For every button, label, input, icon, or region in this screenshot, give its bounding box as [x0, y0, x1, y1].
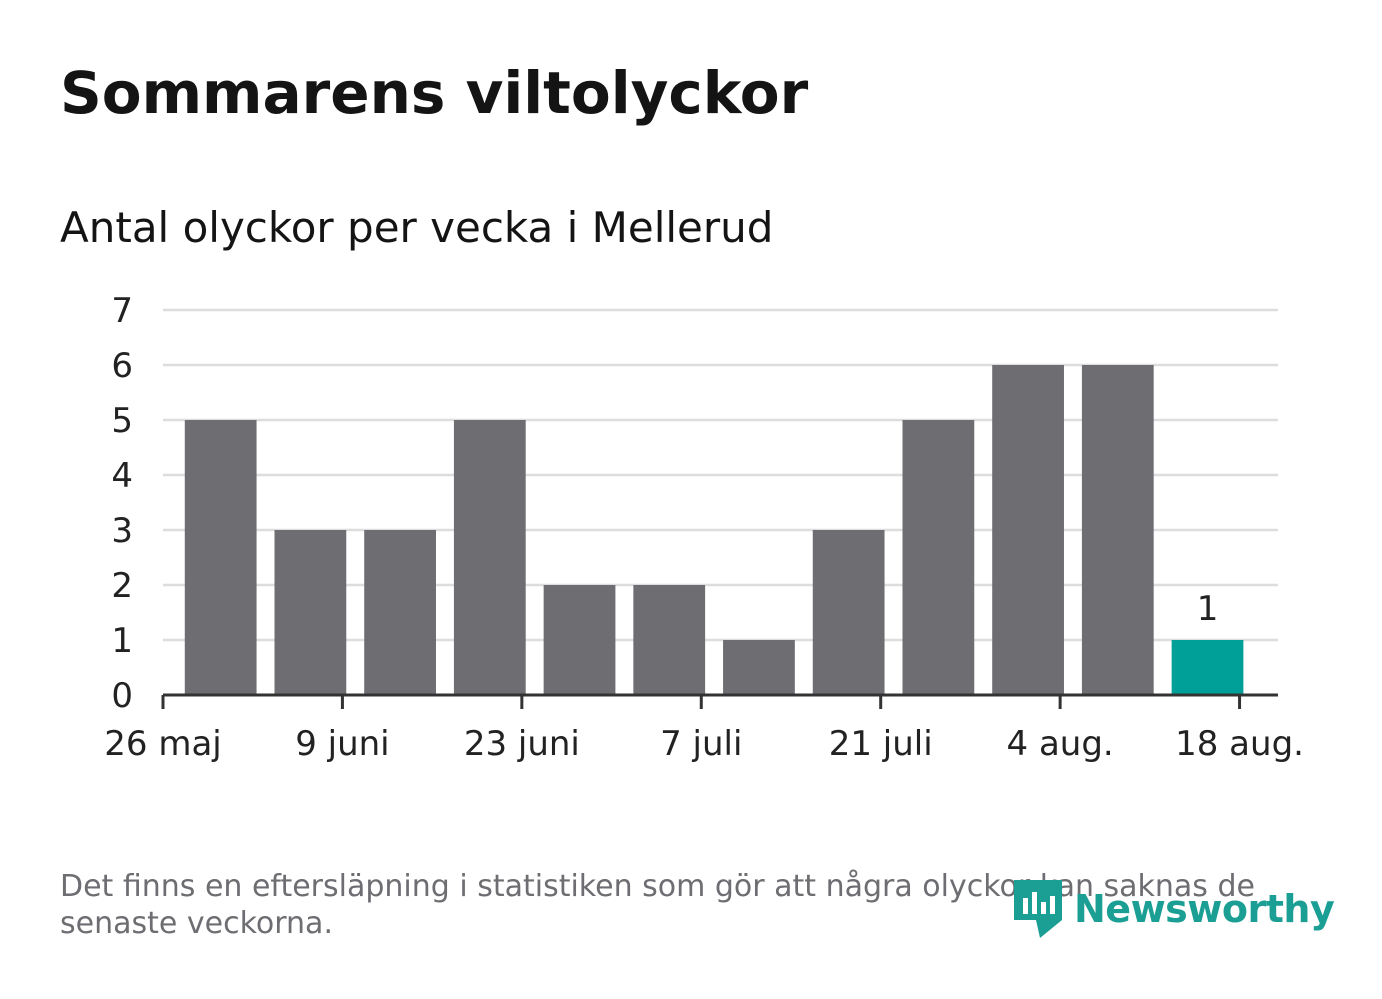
x-tick-label: 4 aug. — [1007, 724, 1114, 764]
bar-chart: 0 1 2 3 4 5 6 7 1 26 maj 9 juni 23 juni 7 juli 21 jul… — [104, 291, 1304, 764]
chart-title: Sommarens viltolyckor — [60, 59, 809, 127]
y-tick-label: 1 — [111, 621, 133, 661]
chart-subtitle: Antal olyckor per vecka i Mellerud — [60, 203, 774, 252]
bar — [812, 530, 885, 695]
x-tick-label: 7 juli — [660, 724, 742, 764]
y-tick-label: 0 — [111, 676, 133, 716]
newsworthy-logo: Newsworthy — [1010, 876, 1335, 942]
bar — [992, 365, 1064, 695]
logo-text: Newsworthy — [1074, 887, 1335, 931]
bars — [184, 365, 1244, 695]
bar — [274, 530, 347, 695]
bar — [364, 530, 436, 695]
y-tick-label: 5 — [111, 401, 133, 441]
x-tick-label: 26 maj — [104, 724, 221, 764]
bar — [902, 420, 975, 695]
newsworthy-logo-icon — [1014, 880, 1062, 938]
x-tick-label: 23 juni — [464, 724, 580, 764]
y-tick-label: 6 — [111, 346, 133, 386]
bar — [723, 640, 795, 695]
y-tick-label: 7 — [111, 291, 133, 331]
x-tick-label: 9 juni — [295, 724, 389, 764]
y-tick-label: 3 — [111, 511, 133, 551]
bar — [1081, 365, 1154, 695]
x-tick-label: 18 aug. — [1175, 724, 1304, 764]
y-tick-label: 4 — [111, 456, 133, 496]
bar — [633, 585, 706, 695]
axes — [161, 693, 1278, 709]
labels: 0 1 2 3 4 5 6 7 1 26 maj 9 juni 23 juni 7 juli 21 jul… — [104, 291, 1304, 764]
bar — [453, 420, 526, 695]
y-tick-label: 2 — [111, 566, 133, 606]
bar — [543, 585, 616, 695]
x-tick-label: 21 juli — [829, 724, 933, 764]
data-label: 1 — [1197, 589, 1219, 629]
bar — [1171, 640, 1244, 695]
bar — [184, 420, 257, 695]
